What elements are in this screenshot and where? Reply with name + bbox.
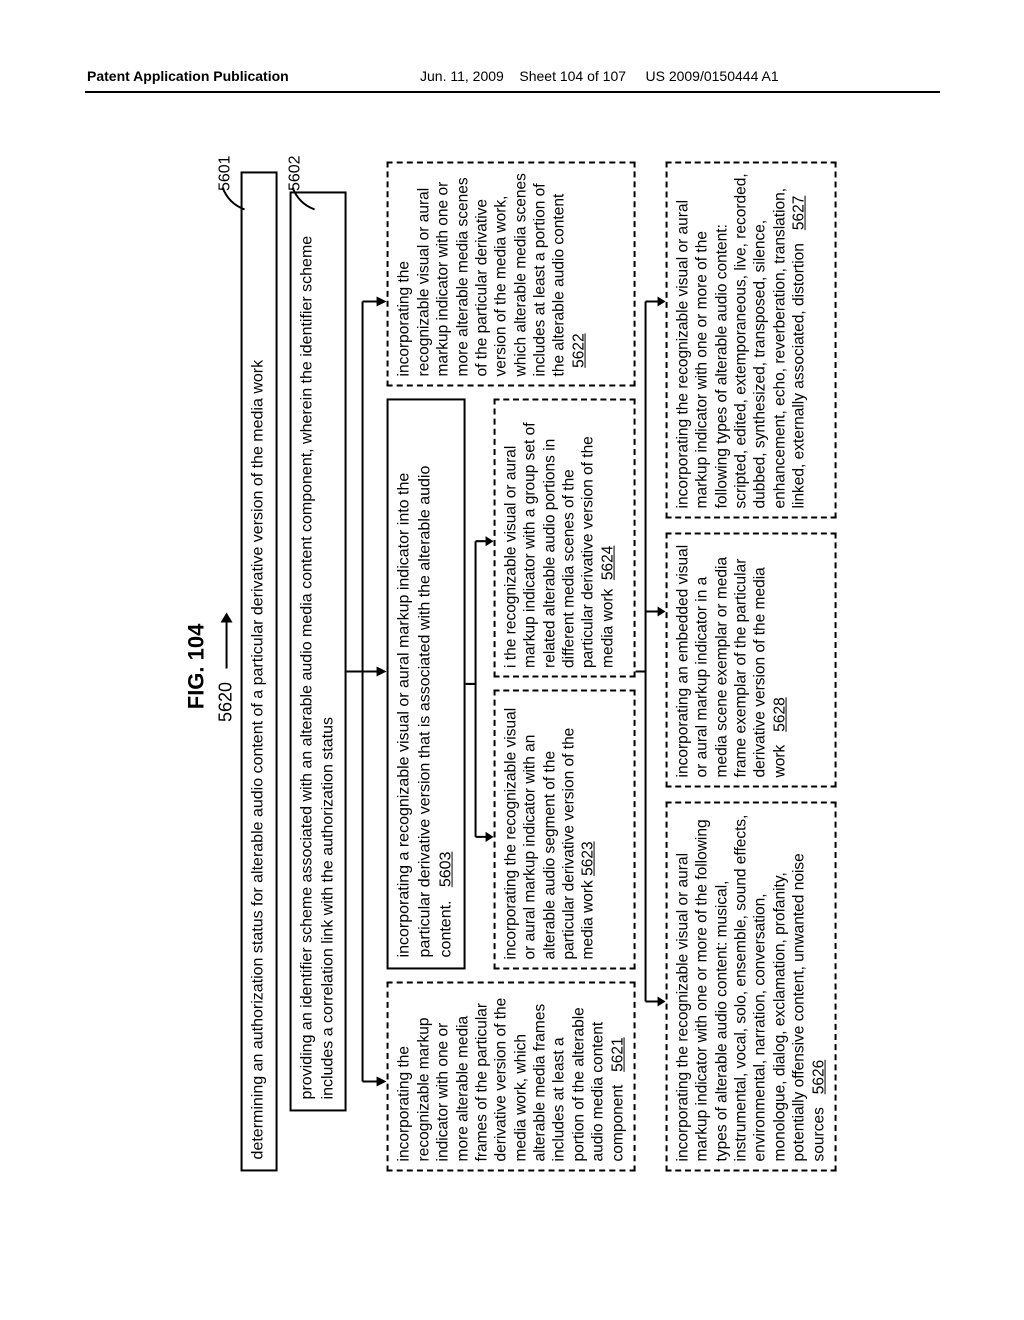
box-5626-ref: 5626	[810, 1060, 827, 1094]
callout-5601: 5601	[217, 155, 235, 191]
box-5627-ref: 5627	[791, 196, 808, 230]
box-5623-ref: 5623	[580, 841, 597, 875]
diagram-rotated: FIG. 104 5620 5601 determining an author…	[184, 146, 837, 1186]
figure-title: FIG. 104	[184, 146, 210, 1186]
box-5624-ref: 5624	[599, 546, 616, 580]
box-5627-text: incorporating the recognizable visual or…	[674, 173, 807, 508]
callout-5602: 5602	[287, 155, 305, 191]
box-5623-text: incorporating the recognizable visual or…	[502, 708, 597, 960]
header-date: Jun. 11, 2009	[420, 68, 504, 84]
header-pub: US 2009/0150444 A1	[645, 68, 778, 84]
arrow-icon	[216, 611, 237, 671]
box-5627: incorporating the recognizable visual or…	[665, 161, 836, 518]
box-5621-ref: 5621	[609, 1037, 626, 1071]
box-5628-ref: 5628	[771, 697, 788, 731]
box-5622: incorporating the recognizable visual or…	[387, 161, 636, 386]
box-5603-ref: 5603	[438, 852, 455, 888]
box-5602-text: providing an identifier scheme associate…	[298, 236, 336, 1100]
box-5621-text: incorporating the recognizable markup in…	[396, 998, 626, 1162]
box-5601: determining an authorization status for …	[241, 171, 278, 1171]
callout-5601-text: 5601	[217, 155, 234, 191]
header-left: Patent Application Publication	[87, 68, 289, 84]
box-5626: incorporating the recognizable visual or…	[665, 801, 836, 1171]
box-5626-text: incorporating the recognizable visual or…	[674, 815, 827, 1162]
callout-5602-text: 5602	[287, 155, 304, 191]
box-5628-text: incorporating an embedded visual or aura…	[674, 545, 788, 778]
box-5622-text: incorporating the recognizable visual or…	[396, 173, 568, 376]
box-5624: i the recognizable visual or aural marku…	[493, 398, 635, 678]
box-5602: providing an identifier scheme associate…	[289, 191, 347, 1111]
outer-container: 5601 determining an authorization status…	[241, 161, 837, 1171]
header-right: Jun. 11, 2009 Sheet 104 of 107 US 2009/0…	[420, 68, 779, 84]
figure-topref: 5620	[216, 146, 237, 1186]
box-5628: incorporating an embedded visual or aura…	[665, 532, 836, 787]
box-5621: incorporating the recognizable markup in…	[387, 981, 636, 1171]
topref-text: 5620	[216, 682, 236, 722]
box-5622-ref: 5622	[570, 333, 587, 367]
box-5623: incorporating the recognizable visual or…	[493, 690, 635, 970]
box-5601-text: determining an authorization status for …	[250, 360, 267, 1160]
header-sheet: Sheet 104 of 107	[519, 68, 626, 84]
page: Patent Application Publication Jun. 11, …	[0, 0, 1024, 1320]
box-5603: incorporating a recognizable visual or a…	[387, 398, 465, 969]
header-rule	[85, 91, 940, 93]
